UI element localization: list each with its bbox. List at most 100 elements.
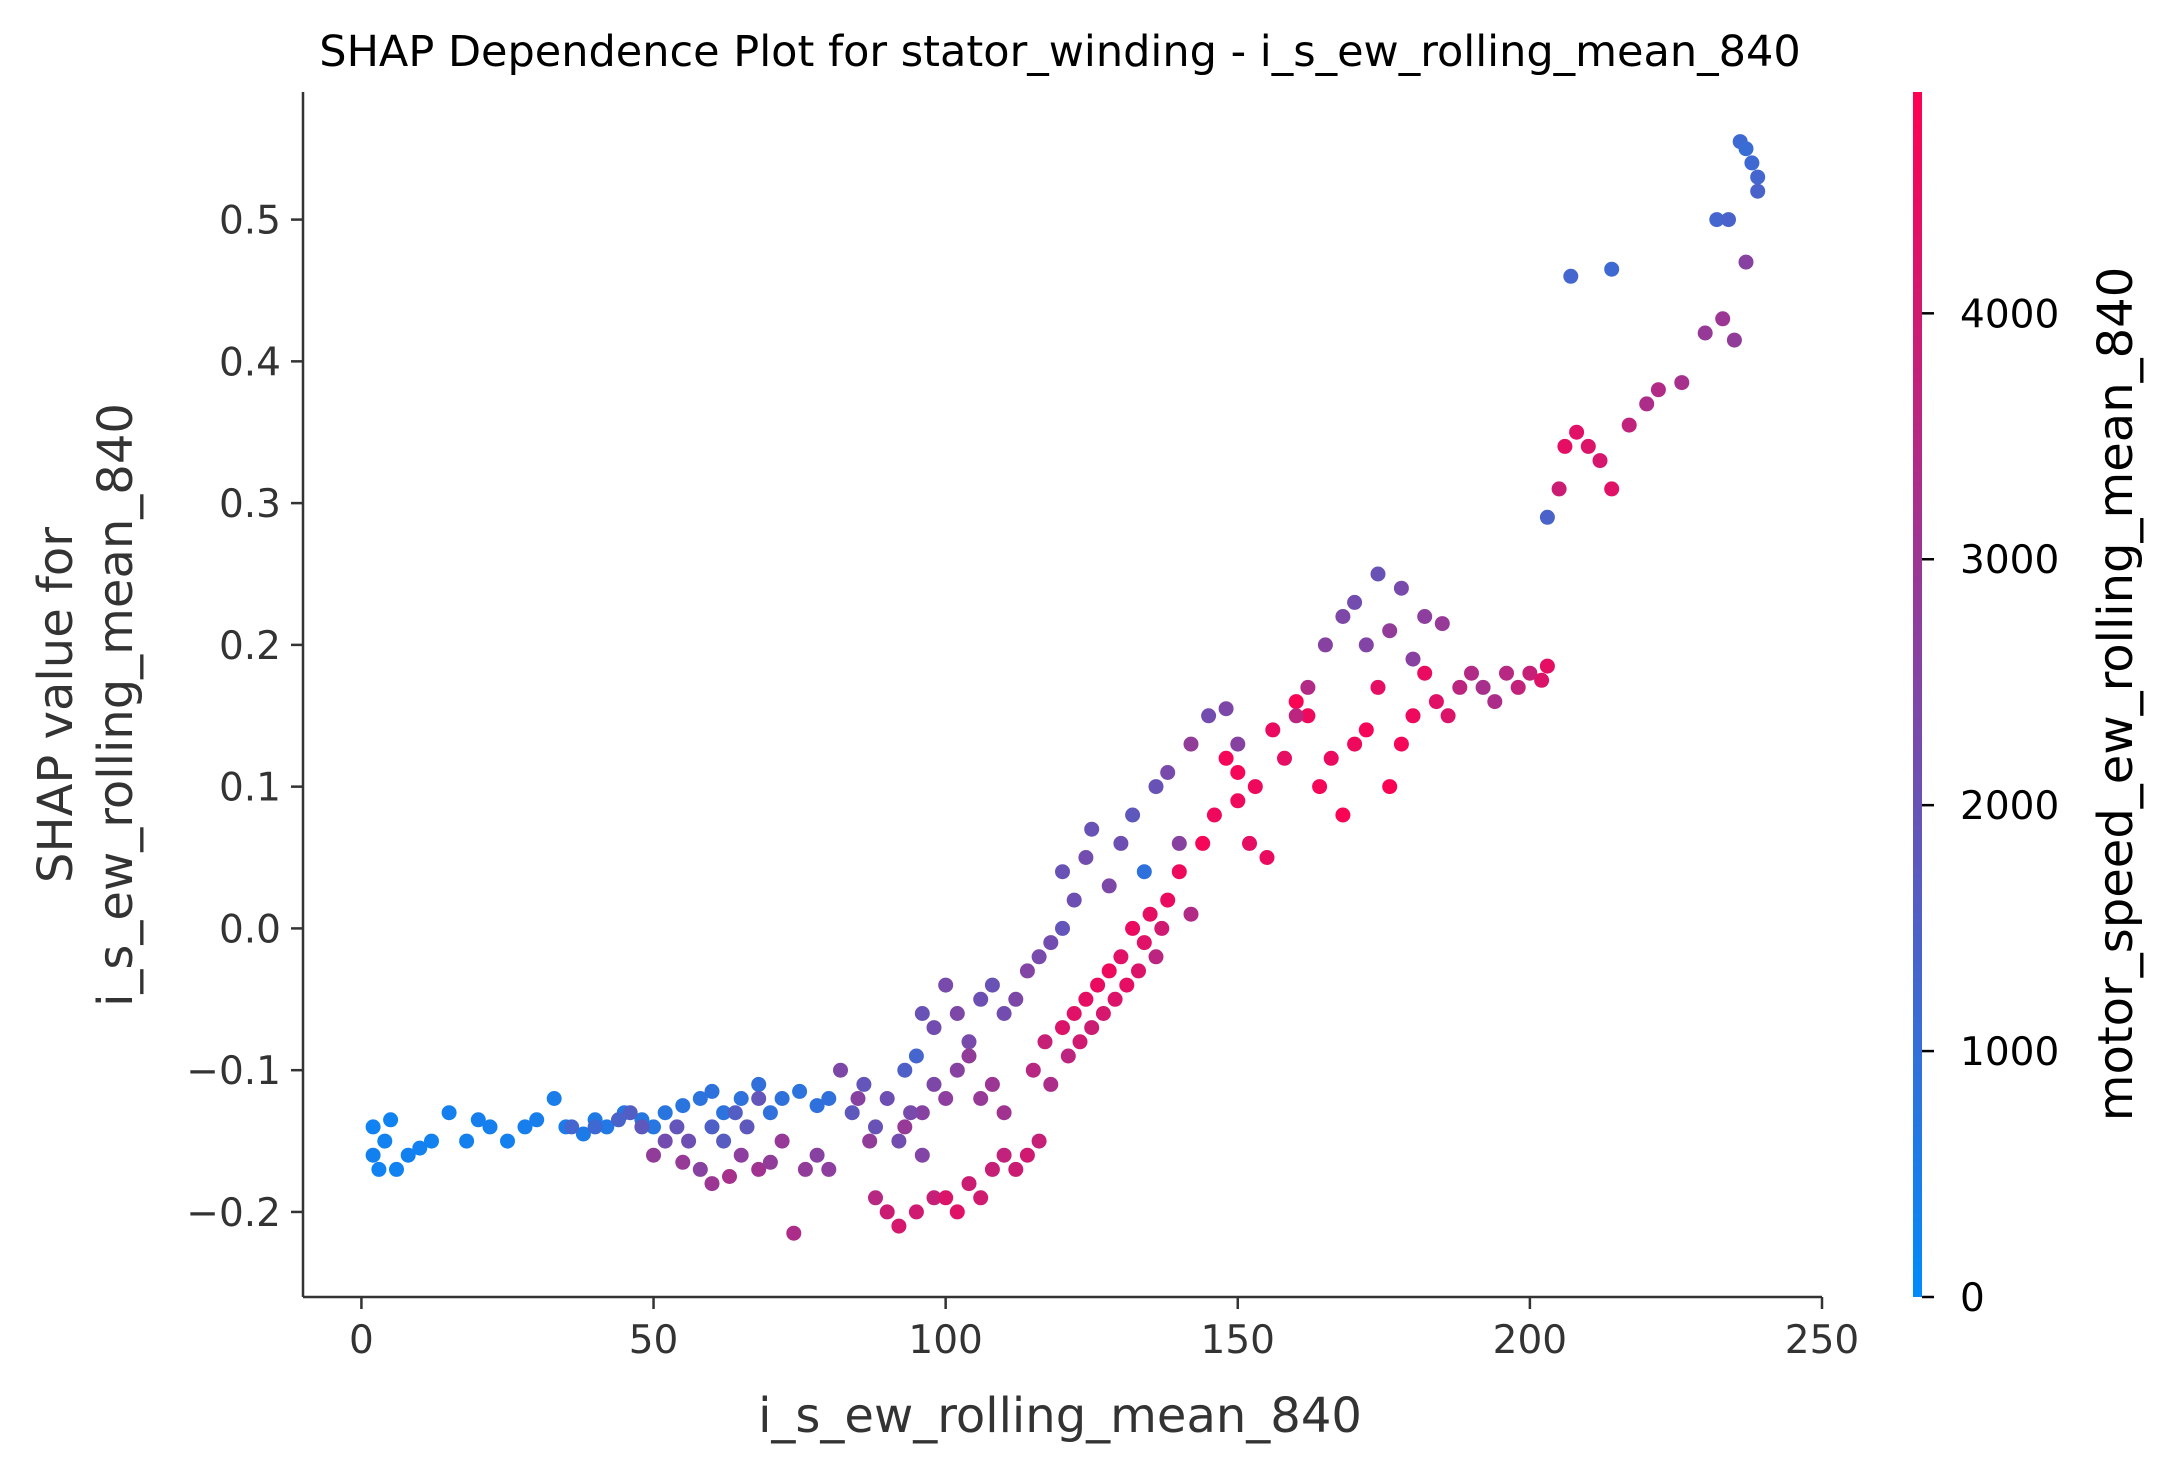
data-point [908, 1048, 924, 1064]
data-point [733, 1091, 749, 1106]
data-point [862, 1133, 878, 1149]
data-point [1744, 155, 1760, 171]
data-point [1417, 609, 1433, 624]
data-point [751, 1161, 767, 1177]
data-point [1721, 212, 1736, 228]
data-point [1539, 509, 1555, 525]
data-point [1288, 694, 1304, 710]
data-point [1019, 1147, 1035, 1163]
data-point [984, 1076, 1000, 1092]
data-point [1055, 1020, 1070, 1036]
data-point [1312, 779, 1328, 795]
data-point [1604, 261, 1620, 277]
data-point [1131, 963, 1146, 979]
data-point [926, 1076, 942, 1092]
data-point [1551, 481, 1567, 497]
data-point [1025, 1062, 1041, 1078]
x-tick-label: 100 [908, 1318, 982, 1363]
data-point [692, 1091, 708, 1106]
data-point [1347, 594, 1363, 610]
data-point [657, 1105, 673, 1121]
data-point [564, 1119, 580, 1135]
data-point [377, 1133, 393, 1149]
data-point [973, 1091, 989, 1106]
data-point [529, 1112, 545, 1128]
data-point [908, 1204, 924, 1220]
data-point [1563, 268, 1579, 284]
data-point [1323, 750, 1339, 766]
data-point [879, 1091, 895, 1106]
data-point [1464, 665, 1479, 681]
data-point [622, 1105, 638, 1121]
data-point [611, 1112, 626, 1128]
data-point [1136, 864, 1152, 880]
data-point [1066, 1006, 1082, 1021]
data-point [1393, 580, 1409, 596]
data-point [1107, 991, 1123, 1007]
data-point [500, 1133, 515, 1149]
data-point [809, 1098, 825, 1114]
data-point [1487, 694, 1503, 710]
data-point [1428, 694, 1444, 710]
data-point [412, 1140, 428, 1156]
data-point [961, 1034, 977, 1050]
data-point [973, 1190, 989, 1206]
data-point [1539, 658, 1555, 674]
y-tick-label: 0.2 [219, 624, 281, 669]
data-point [675, 1154, 691, 1170]
data-point [657, 1133, 673, 1149]
x-axis: 0 50 100 150 200 250 [303, 1295, 1859, 1363]
data-point [400, 1147, 416, 1163]
data-point [973, 991, 989, 1007]
data-point [389, 1161, 404, 1177]
data-point [891, 1218, 907, 1234]
data-point [1417, 665, 1433, 681]
y-tick-label: 0.0 [219, 907, 281, 952]
data-point [634, 1119, 650, 1135]
data-point [938, 977, 954, 993]
data-point [984, 977, 1000, 993]
data-point [1259, 850, 1275, 865]
colorbar-label: motor_speed_ew_rolling_mean_840 [2088, 267, 2144, 1122]
data-point [646, 1147, 661, 1163]
data-point [1171, 864, 1187, 880]
data-point [599, 1119, 615, 1135]
data-point [1154, 920, 1170, 936]
data-point [797, 1161, 813, 1177]
chart-title: SHAP Dependence Plot for stator_winding … [319, 27, 1800, 77]
data-point [856, 1076, 872, 1092]
data-point [762, 1105, 778, 1121]
colorbar-tick-label: 2000 [1960, 784, 2059, 829]
y-tick-label: 0.4 [219, 340, 281, 385]
data-point [938, 1190, 954, 1206]
data-point [1382, 623, 1398, 639]
data-point [1242, 835, 1257, 851]
data-point [646, 1119, 661, 1135]
data-point [587, 1119, 603, 1135]
data-point [774, 1091, 790, 1106]
data-point [1300, 708, 1316, 724]
data-point [996, 1006, 1012, 1021]
data-point [868, 1119, 883, 1135]
data-point [1195, 835, 1211, 851]
data-point [733, 1147, 749, 1163]
data-point [1288, 708, 1304, 724]
data-point [1218, 701, 1234, 717]
data-point [1125, 807, 1141, 823]
data-point [762, 1154, 778, 1170]
y-tick-label: 0.1 [219, 766, 281, 811]
y-tick-label: −0.1 [186, 1049, 281, 1094]
data-point [1136, 935, 1152, 951]
data-point [897, 1119, 913, 1135]
data-point [1335, 609, 1351, 624]
data-point [961, 1176, 977, 1192]
data-point [1621, 417, 1637, 433]
y-tick-label: 0.5 [219, 199, 281, 244]
data-point [1125, 920, 1141, 936]
data-point [1738, 141, 1754, 157]
data-point [1726, 332, 1742, 348]
data-point [1639, 396, 1655, 412]
data-point [879, 1204, 895, 1220]
data-point [1604, 481, 1620, 497]
data-point [751, 1076, 767, 1092]
